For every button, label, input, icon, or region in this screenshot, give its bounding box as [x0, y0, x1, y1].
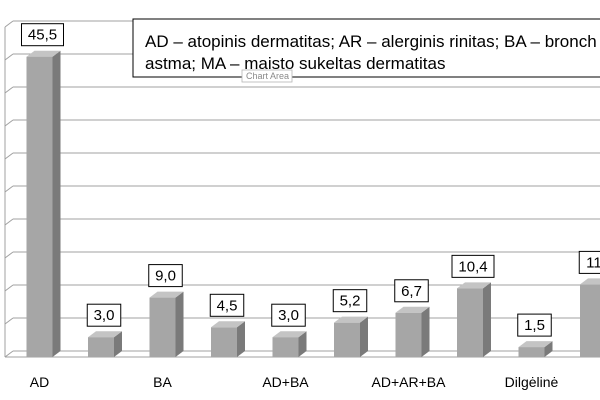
data-label-text: 45,5: [28, 27, 57, 44]
data-labels: 45,5 3,0 9,0 4,5 3,0 5,2 6,7 10,4 1,5 11,: [21, 23, 600, 337]
data-label-box: [578, 250, 600, 274]
bars: [26, 50, 600, 357]
gridline-depth: [4, 350, 14, 358]
bar-side: [421, 306, 430, 357]
bar-front: [518, 347, 545, 357]
bar-top: [334, 316, 368, 323]
data-label-text: 5,2: [340, 293, 361, 310]
data-label: 45,5: [21, 23, 64, 47]
data-label-box: [394, 279, 429, 303]
data-label-box: [209, 293, 245, 317]
gridline-depth: [4, 284, 14, 292]
data-label-box: [21, 23, 64, 47]
bar-side: [114, 331, 122, 357]
data-label-text: 6,7: [401, 283, 422, 300]
bar-top: [395, 306, 430, 313]
bar-front: [395, 312, 422, 357]
data-label-text: 3,0: [94, 307, 115, 324]
data-label: 5,2: [332, 289, 368, 313]
bar-top: [518, 341, 553, 348]
bar: [518, 341, 553, 357]
data-label-box: [148, 264, 183, 288]
category-label: AD+AR+BA: [372, 374, 447, 390]
data-label-box: [86, 303, 122, 327]
bar-front: [26, 56, 53, 357]
bar: [88, 331, 122, 357]
gridline-depth: [4, 152, 14, 160]
data-label-text: 10,4: [458, 258, 487, 275]
gridline-depth: [4, 317, 14, 325]
bar: [149, 291, 184, 357]
gridline-depth: [4, 218, 14, 226]
data-label: 3,0: [271, 303, 306, 327]
data-label: 6,7: [394, 279, 429, 303]
category-label: AD: [30, 374, 49, 390]
bar: [272, 331, 307, 357]
data-label: 9,0: [148, 264, 183, 288]
bar: [457, 282, 491, 357]
gridline-depth: [4, 53, 14, 61]
chart-area-tooltip: Chart Area: [241, 69, 293, 83]
legend-note-line-2: astma; MA – maisto sukeltas dermatitas: [145, 54, 445, 73]
bar: [334, 316, 368, 357]
data-label-text: 9,0: [155, 268, 176, 285]
gridline-depth: [4, 20, 14, 28]
bar: [26, 50, 61, 357]
gridline-depth: [4, 251, 14, 259]
category-label: Dilgėlinė: [505, 374, 559, 390]
gridline-depth: [4, 119, 14, 127]
legend-note-box: [132, 18, 600, 78]
bar-top: [580, 278, 600, 285]
bar: [395, 306, 430, 357]
bar-front: [334, 322, 360, 357]
data-label: 1,5: [517, 313, 552, 337]
bar-side: [360, 316, 368, 357]
legend-note: AD – atopinis dermatitas; AR – alerginis…: [132, 18, 600, 78]
data-label-box: [271, 303, 306, 327]
data-label: 10,4: [451, 254, 495, 278]
tooltip-box: [241, 69, 293, 83]
data-label-box: [332, 289, 368, 313]
category-labels: AD BA AD+BA AD+AR+BA Dilgėlinė: [30, 374, 559, 390]
bar-top: [272, 331, 307, 338]
data-label: 11,: [578, 250, 600, 274]
bar: [580, 278, 600, 357]
bar-top: [457, 282, 491, 289]
data-label-text: 4,5: [217, 297, 238, 314]
data-label-text: 1,5: [524, 317, 545, 334]
data-label-box: [517, 313, 552, 337]
tooltip-text: Chart Area: [246, 71, 289, 81]
bar-top: [26, 50, 61, 57]
category-label: BA: [153, 374, 172, 390]
bar-front: [580, 284, 600, 357]
bar-front: [272, 337, 299, 357]
bar-side: [298, 331, 307, 357]
data-label-box: [451, 254, 495, 278]
bar-front: [211, 327, 237, 357]
bar-front: [457, 288, 483, 357]
bar-front: [149, 297, 176, 357]
bar-top: [149, 291, 184, 298]
data-label: 3,0: [86, 303, 122, 327]
data-label-text: 3,0: [278, 307, 299, 324]
gridline-depth: [4, 185, 14, 193]
gridline-depth: [4, 86, 14, 94]
bar-front: [88, 337, 114, 357]
data-label-text: 11,: [586, 254, 600, 271]
bar-side: [175, 291, 184, 357]
bar-side: [237, 321, 245, 357]
bar: [211, 321, 245, 357]
bar-side: [544, 341, 553, 357]
legend-note-line-1: AD – atopinis dermatitas; AR – alerginis…: [145, 32, 597, 51]
bar-side: [52, 50, 61, 357]
bar-side: [483, 282, 491, 357]
category-label: AD+BA: [262, 374, 309, 390]
data-label: 4,5: [209, 293, 245, 317]
bar-top: [211, 321, 245, 328]
bar-top: [88, 331, 122, 338]
